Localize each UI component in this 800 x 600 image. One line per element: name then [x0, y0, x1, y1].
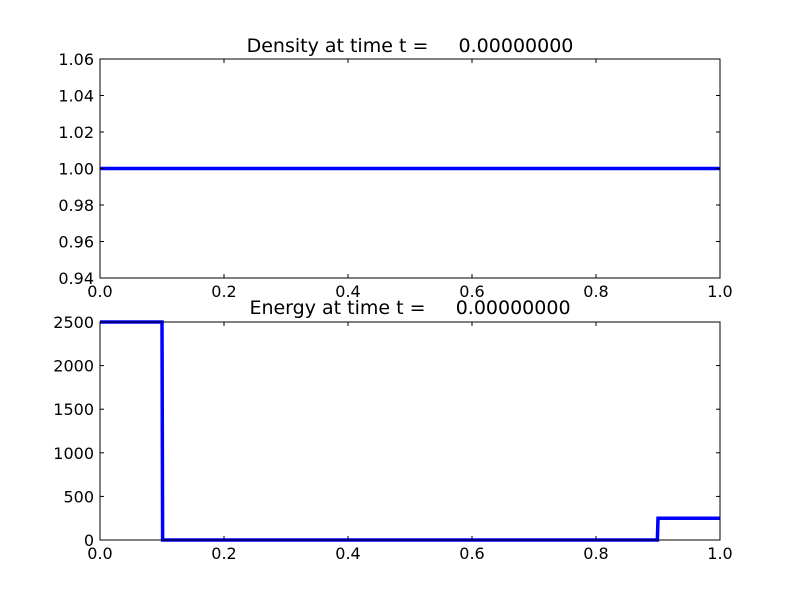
- density-ytick-label: 0.94: [58, 269, 94, 288]
- energy-xtick-label: 0.2: [211, 544, 236, 563]
- density-ytick-label: 1.04: [58, 87, 94, 106]
- density-subplot: Density at time t = 0.00000000 0.0 0.2 0.4…: [58, 35, 732, 301]
- energy-tick-layer: 0.0 0.2 0.4 0.6 0.8 1.0 0 500 1000 1500 2000 2500: [53, 313, 732, 563]
- energy-ytick-label: 0: [84, 531, 94, 550]
- energy-xtick-label: 0.8: [583, 544, 608, 563]
- energy-xtick-label: 0.6: [459, 544, 484, 563]
- density-ytick-label: 0.98: [58, 196, 94, 215]
- density-xtick-label: 0.4: [335, 282, 360, 301]
- density-xtick-label: 1.0: [707, 282, 732, 301]
- density-chart-title: Density at time t = 0.00000000: [247, 35, 574, 57]
- density-xtick-label: 0.0: [87, 282, 112, 301]
- energy-ytick-label: 1500: [53, 400, 94, 419]
- density-xtick-label: 0.8: [583, 282, 608, 301]
- density-ytick-label: 1.02: [58, 123, 94, 142]
- energy-ytick-label: 2500: [53, 313, 94, 332]
- density-ytick-label: 0.96: [58, 233, 94, 252]
- energy-xtick-label: 0.4: [335, 544, 360, 563]
- energy-plot-frame: [99, 321, 721, 541]
- energy-xtick-label: 1.0: [707, 544, 732, 563]
- energy-subplot: 0.0 0.2 0.4 0.6 0.8 1.0 0 500 1000 1500 2000 2500 E…: [53, 297, 732, 563]
- density-tick-layer: 0.0 0.2 0.4 0.6 0.8 1.0 0.94 0.96 0.98 1.00 1.02 1.…: [58, 50, 732, 301]
- energy-xtick-label: 0.0: [87, 544, 112, 563]
- energy-ytick-label: 1000: [53, 444, 94, 463]
- density-xtick-label: 0.6: [459, 282, 484, 301]
- density-ytick-label: 1.00: [58, 160, 94, 179]
- density-xtick-label: 0.2: [211, 282, 236, 301]
- density-plot-frame: [99, 58, 721, 279]
- density-ytick-label: 1.06: [58, 50, 94, 69]
- energy-ytick-label: 2000: [53, 357, 94, 376]
- energy-ytick-label: 500: [63, 487, 94, 506]
- energy-chart-title: Energy at time t = 0.00000000: [249, 297, 570, 319]
